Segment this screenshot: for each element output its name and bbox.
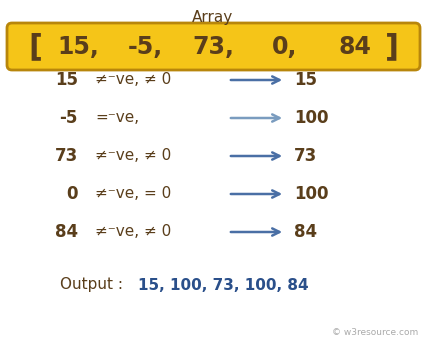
Text: 0,: 0, <box>272 35 297 59</box>
Text: =⁻ve,: =⁻ve, <box>95 110 139 126</box>
Text: [: [ <box>28 32 42 61</box>
Text: 73: 73 <box>294 147 317 165</box>
Text: 84: 84 <box>55 223 78 241</box>
Text: -5: -5 <box>60 109 78 127</box>
Text: 84: 84 <box>338 35 371 59</box>
Text: Output :: Output : <box>60 277 123 293</box>
Text: © w3resource.com: © w3resource.com <box>331 328 417 337</box>
Text: 73: 73 <box>55 147 78 165</box>
Text: ≠⁻ve, ≠ 0: ≠⁻ve, ≠ 0 <box>95 149 171 164</box>
Text: 15: 15 <box>294 71 316 89</box>
Text: ≠⁻ve, ≠ 0: ≠⁻ve, ≠ 0 <box>95 225 171 239</box>
Text: 73,: 73, <box>192 35 233 59</box>
Text: 0: 0 <box>66 185 78 203</box>
Text: 15: 15 <box>55 71 78 89</box>
Text: -5,: -5, <box>127 35 162 59</box>
Text: 15, 100, 73, 100, 84: 15, 100, 73, 100, 84 <box>138 277 308 293</box>
FancyBboxPatch shape <box>7 23 419 70</box>
Text: Array: Array <box>192 10 233 25</box>
Text: 84: 84 <box>294 223 317 241</box>
Text: ≠⁻ve, ≠ 0: ≠⁻ve, ≠ 0 <box>95 72 171 87</box>
Text: 100: 100 <box>294 185 328 203</box>
Text: 15,: 15, <box>57 35 99 59</box>
Text: 100: 100 <box>294 109 328 127</box>
Text: ≠⁻ve, = 0: ≠⁻ve, = 0 <box>95 187 171 201</box>
Text: ]: ] <box>384 32 398 61</box>
